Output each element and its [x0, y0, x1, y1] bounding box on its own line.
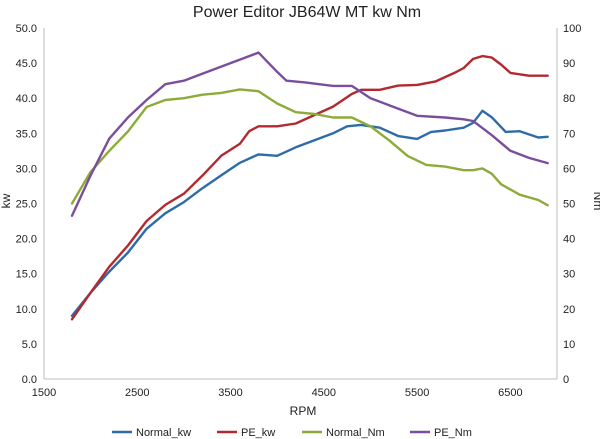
x-axis-tick-label: 6500: [498, 387, 522, 399]
legend-label-normal-nm: Normal_Nm: [326, 427, 385, 439]
y-axis-left-tick-label: 25.0: [16, 199, 37, 211]
y-axis-right-tick-label: 70: [563, 128, 575, 140]
legend-label-pe-nm: PE_Nm: [434, 427, 472, 439]
y-axis-left-tick-label: 45.0: [16, 58, 37, 70]
x-axis-tick-label: 2500: [125, 387, 149, 399]
plot-area: [43, 28, 558, 380]
y-axis-left-ticks: 0.0 5.0 10.0 15.0 20.0 25.0 30.0 35.0 40.0 45.0 50…: [16, 23, 37, 386]
x-axis-ticks: 1500 2500 3500 4500 5500 6500: [32, 387, 523, 399]
y-axis-right-tick-label: 10: [563, 339, 575, 351]
y-axis-right-tick-label: 30: [563, 269, 575, 281]
series-lines: [70, 51, 549, 321]
y-axis-right-tick-label: 20: [563, 304, 575, 316]
x-axis-tick-label: 5500: [405, 387, 429, 399]
y-axis-left-tick-label: 10.0: [16, 304, 37, 316]
y-axis-right-tick-label: 90: [563, 58, 575, 70]
y-axis-right-tick-label: 100: [563, 23, 581, 35]
y-axis-right-tick-label: 60: [563, 163, 575, 175]
y-axis-left-tick-label: 20.0: [16, 234, 37, 246]
y-axis-right-tick-label: 80: [563, 93, 575, 105]
y-axis-left-tick-label: 35.0: [16, 128, 37, 140]
x-axis-tick-label: 4500: [312, 387, 336, 399]
y-axis-left-title: kw: [0, 193, 13, 208]
series-line-pe-kw: [70, 54, 549, 321]
y-axis-left-tick-label: 5.0: [22, 339, 37, 351]
chart-title: Power Editor JB64W MT kw Nm: [193, 4, 421, 21]
y-axis-right-title: Nm: [591, 192, 600, 211]
y-axis-right-tick-label: 50: [563, 199, 575, 211]
y-axis-left-tick-label: 15.0: [16, 269, 37, 281]
y-axis-left-tick-label: 0.0: [22, 374, 37, 386]
y-axis-left-tick-label: 30.0: [16, 163, 37, 175]
series-line-pe-nm: [70, 51, 549, 218]
legend-label-pe-kw: PE_kw: [241, 427, 275, 439]
y-axis-right-tick-label: 40: [563, 234, 575, 246]
x-axis-title: RPM: [290, 404, 317, 418]
x-axis-tick-label: 1500: [32, 387, 56, 399]
series-line-normal-nm: [70, 88, 549, 207]
legend: Normal_kw PE_kw Normal_Nm PE_Nm: [112, 427, 472, 439]
y-axis-right-ticks: 0 10 20 30 40 50 60 70 80 90 100: [563, 23, 581, 386]
y-axis-left-tick-label: 40.0: [16, 93, 37, 105]
series-line-normal-kw: [70, 109, 549, 317]
y-axis-right-tick-label: 0: [563, 374, 569, 386]
x-axis-tick-label: 3500: [218, 387, 242, 399]
y-axis-left-tick-label: 50.0: [16, 23, 37, 35]
legend-label-normal-kw: Normal_kw: [136, 427, 191, 439]
